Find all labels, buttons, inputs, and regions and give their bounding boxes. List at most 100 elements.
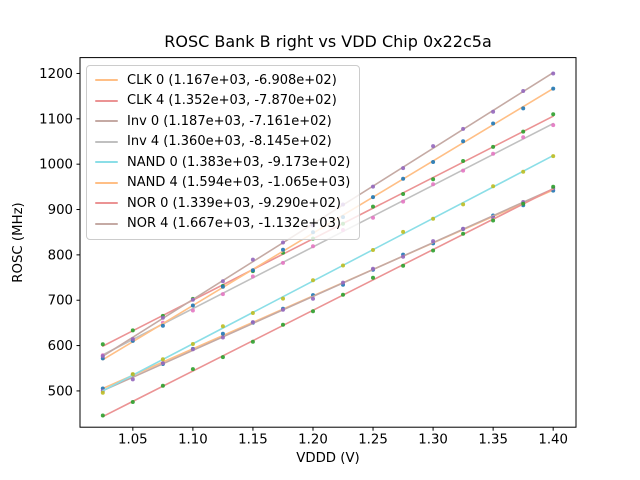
- fit-line-NAND-0: [102, 154, 554, 392]
- data-point: [220, 292, 225, 297]
- data-point: [431, 182, 436, 187]
- data-point: [371, 204, 375, 209]
- data-point: [160, 315, 165, 320]
- data-point: [100, 354, 105, 359]
- data-point: [160, 357, 165, 362]
- data-point: [341, 280, 345, 285]
- data-point: [220, 335, 225, 340]
- data-point: [371, 248, 375, 252]
- data-point: [160, 383, 165, 388]
- y-tick-label: 700: [48, 294, 73, 309]
- data-point: [461, 126, 466, 131]
- data-point: [311, 244, 315, 249]
- x-tick-label: 1.05: [118, 433, 148, 448]
- data-point: [491, 151, 496, 156]
- data-point: [250, 311, 255, 315]
- x-tick-label: 1.35: [478, 433, 508, 448]
- chart-title: ROSC Bank B right vs VDD Chip 0x22c5a: [164, 32, 492, 51]
- legend-label: NAND 0 (1.383e+03, -9.173e+02): [127, 154, 351, 170]
- legend-line-swatch: [95, 120, 118, 123]
- legend-line-swatch: [95, 79, 118, 82]
- data-point: [250, 274, 255, 279]
- series-points-NOR-0: [100, 184, 556, 418]
- data-point: [461, 202, 466, 207]
- data-point: [311, 296, 315, 301]
- data-point: [491, 184, 496, 189]
- fit-line-Inv-0: [102, 187, 554, 392]
- data-point: [491, 109, 496, 114]
- data-point: [431, 177, 436, 182]
- data-point: [461, 168, 466, 173]
- data-point: [371, 195, 375, 200]
- data-point: [551, 112, 556, 117]
- x-tick-label: 1.15: [238, 433, 268, 448]
- data-point: [431, 144, 436, 149]
- data-point: [250, 339, 255, 344]
- y-axis-label: ROSC (MHz): [11, 202, 26, 282]
- data-point: [551, 154, 556, 159]
- data-point: [551, 71, 556, 76]
- data-point: [521, 169, 526, 174]
- legend-label: Inv 0 (1.187e+03, -7.161e+02): [127, 113, 332, 129]
- data-point: [220, 279, 225, 284]
- data-point: [461, 226, 466, 231]
- data-point: [130, 372, 135, 377]
- data-point: [100, 413, 105, 418]
- data-point: [281, 240, 285, 245]
- axes-layer: 1.05 1.10 1.15 1.20 1.25 1.30 1.35 1.40 500 600 70…: [39, 67, 568, 448]
- legend-item-NAND-0: NAND 0 (1.383e+03, -9.173e+02): [93, 152, 350, 173]
- y-tick-label: 600: [48, 339, 73, 354]
- data-point: [190, 303, 195, 308]
- data-point: [371, 184, 375, 189]
- legend-item-CLK-0: CLK 0 (1.167e+03, -6.908e+02): [93, 70, 350, 91]
- legend-line-swatch: [95, 222, 118, 225]
- data-point: [190, 308, 195, 313]
- data-point: [491, 121, 496, 126]
- legend-item-Inv-4: Inv 4 (1.360e+03, -8.145e+02): [93, 132, 350, 153]
- data-point: [431, 160, 436, 164]
- x-tick-label: 1.10: [178, 433, 208, 448]
- x-tick-label: 1.20: [298, 433, 328, 448]
- data-point: [401, 176, 406, 181]
- legend-item-NAND-4: NAND 4 (1.594e+03, -1.065e+03): [93, 173, 350, 194]
- legend-item-CLK-4: CLK 4 (1.352e+03, -7.870e+02): [93, 91, 350, 112]
- data-point: [190, 297, 195, 302]
- legend-line-swatch: [95, 161, 118, 164]
- plot-border: [79, 57, 577, 428]
- data-point: [371, 275, 375, 280]
- data-point: [130, 337, 135, 342]
- data-point: [401, 254, 406, 259]
- data-point: [551, 123, 556, 128]
- data-point: [281, 307, 285, 312]
- y-tick-label: 800: [48, 248, 73, 263]
- legend-label: NAND 4 (1.594e+03, -1.065e+03): [127, 175, 351, 191]
- legend-line-swatch: [95, 140, 118, 143]
- data-point: [401, 166, 406, 171]
- series-points-NAND-0: [100, 154, 556, 395]
- legend-item-NOR-0: NOR 0 (1.339e+03, -9.290e+02): [93, 193, 350, 214]
- fit-line-NOR-0: [102, 188, 554, 418]
- data-point: [341, 292, 345, 297]
- data-point: [190, 367, 195, 372]
- data-point: [521, 106, 526, 111]
- legend-item-Inv-0: Inv 0 (1.187e+03, -7.161e+02): [93, 111, 350, 132]
- legend-line-swatch: [95, 99, 118, 102]
- data-point: [461, 139, 466, 144]
- data-point: [401, 263, 406, 268]
- data-point: [311, 278, 315, 283]
- x-tick-label: 1.30: [418, 433, 448, 448]
- data-point: [521, 129, 526, 134]
- legend: CLK 0 (1.167e+03, -6.908e+02) CLK 4 (1.35…: [86, 65, 361, 240]
- data-point: [220, 284, 225, 289]
- data-point: [281, 296, 285, 301]
- data-point: [220, 355, 225, 360]
- legend-label: CLK 0 (1.167e+03, -6.908e+02): [127, 72, 337, 88]
- data-point: [100, 390, 105, 395]
- data-point: [461, 159, 466, 163]
- data-point: [130, 400, 135, 404]
- data-point: [431, 216, 436, 221]
- data-point: [130, 377, 135, 382]
- data-point: [521, 135, 526, 140]
- legend-label: CLK 4 (1.352e+03, -7.870e+02): [127, 93, 337, 109]
